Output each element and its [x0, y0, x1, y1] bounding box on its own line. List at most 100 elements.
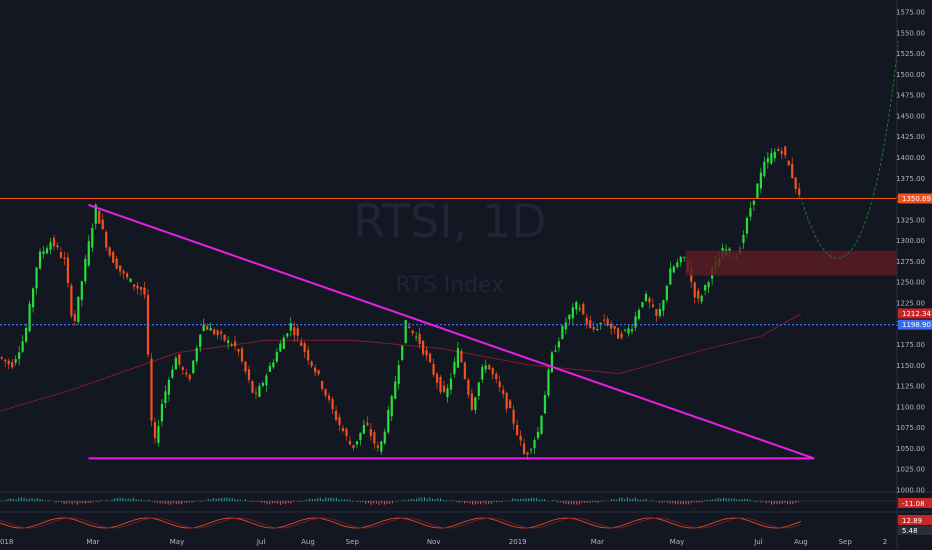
candle-body [519, 435, 522, 441]
candle-body [467, 379, 470, 395]
y-tick-label: 1250.00 [896, 279, 925, 287]
candle-body [286, 333, 289, 337]
candle-body [637, 310, 641, 319]
y-tick-label: 1375.00 [896, 175, 925, 183]
candle-body [620, 333, 623, 338]
candle-body [606, 318, 609, 326]
y-tick-label: 1075.00 [896, 424, 925, 432]
candle-body [268, 365, 271, 372]
candle-body [784, 146, 787, 156]
candle-body [373, 432, 376, 444]
candle-body [80, 281, 83, 300]
candle-body [279, 343, 282, 352]
candle-body [425, 350, 428, 356]
candle-body [56, 245, 59, 248]
moving-average-line [0, 313, 802, 412]
candle-body [697, 290, 700, 299]
price-badge-label: 1198.90 [902, 321, 931, 329]
candle-body [662, 300, 665, 311]
candle-body [105, 231, 108, 248]
candle-body [261, 382, 265, 386]
candle-body [596, 329, 599, 331]
candle-body [495, 373, 498, 380]
x-tick-label: Aug [794, 538, 808, 546]
price-axis[interactable]: 1000.00 1025.00 1050.00 1075.00 1100.00 1125.… [896, 9, 925, 495]
y-tick-label: 1100.00 [896, 403, 925, 411]
y-tick-label: 1400.00 [896, 154, 925, 162]
candle-body [411, 330, 414, 334]
candle-body [603, 319, 606, 321]
candle-body [303, 343, 306, 352]
candle-body [115, 258, 118, 269]
candle-body [178, 354, 181, 365]
x-tick-label: Sep [839, 538, 853, 546]
candle-body [359, 432, 362, 441]
y-tick-label: 1475.00 [896, 92, 925, 100]
candle-body [502, 390, 505, 394]
osc-badge-1-label: 12.89 [902, 517, 922, 525]
candle-body [770, 153, 773, 164]
candle-body [307, 349, 310, 361]
candle-body [759, 172, 762, 189]
candle-body [289, 323, 292, 331]
candle-body [777, 149, 780, 151]
candle-body [613, 325, 616, 329]
candle-body [35, 267, 38, 289]
macd-pane[interactable]: -11.08 [0, 497, 932, 508]
candle-body [446, 388, 449, 398]
descending-trendline[interactable] [88, 203, 815, 460]
oscillator-pane[interactable]: 12.89 5.48 [0, 515, 932, 535]
candle-body [63, 257, 66, 259]
demand-zone[interactable] [685, 250, 897, 276]
candle-body [557, 341, 561, 348]
candle-body [707, 282, 710, 288]
projection-path[interactable] [800, 41, 899, 259]
candle-body [599, 322, 602, 325]
candle-body [331, 399, 334, 410]
candle-body [226, 340, 230, 343]
candle-body [456, 348, 460, 368]
watermark-name: RTS Index [396, 273, 505, 298]
candle-body [244, 361, 247, 372]
candle-body [101, 219, 104, 230]
time-axis[interactable]: 2018 Mar May Jul Aug Sep Nov 2019 Mar May Jul Aug Se… [0, 538, 887, 546]
candle-body [415, 336, 418, 338]
candle-body [449, 378, 453, 390]
candle-body [136, 285, 139, 289]
candle-body [512, 409, 515, 424]
candle-body [665, 285, 668, 301]
candle-body [192, 360, 195, 374]
candle-body [77, 296, 80, 323]
candle-body [387, 410, 390, 433]
candle-body [293, 327, 296, 336]
candle-body [160, 403, 164, 422]
oscillator-line-d [0, 517, 802, 529]
x-tick-label: 2018 [0, 538, 13, 546]
candle-body [45, 248, 49, 254]
candle-body [536, 431, 540, 439]
candle-body [742, 234, 745, 243]
candle-body [181, 367, 184, 370]
candle-body [397, 365, 400, 384]
candle-body [756, 183, 759, 199]
candle-body [369, 429, 372, 437]
candle-body [310, 361, 313, 366]
candle-body [21, 341, 24, 352]
candle-body [752, 200, 756, 205]
macd-badge [898, 498, 932, 508]
y-tick-label: 1275.00 [896, 258, 925, 266]
candle-body [484, 365, 487, 370]
candle-body [126, 273, 129, 278]
candle-body [428, 353, 432, 363]
candle-body [610, 323, 613, 329]
x-tick-label: Nov [427, 538, 441, 546]
drawing-layer[interactable] [0, 41, 899, 460]
candle-body [150, 358, 153, 421]
candle-body [258, 385, 261, 397]
x-tick-label: May [670, 538, 684, 546]
candle-body [561, 325, 564, 339]
candle-body [220, 331, 223, 334]
candle-body [571, 307, 574, 319]
candle-body [704, 285, 707, 291]
candle-body [491, 367, 494, 375]
